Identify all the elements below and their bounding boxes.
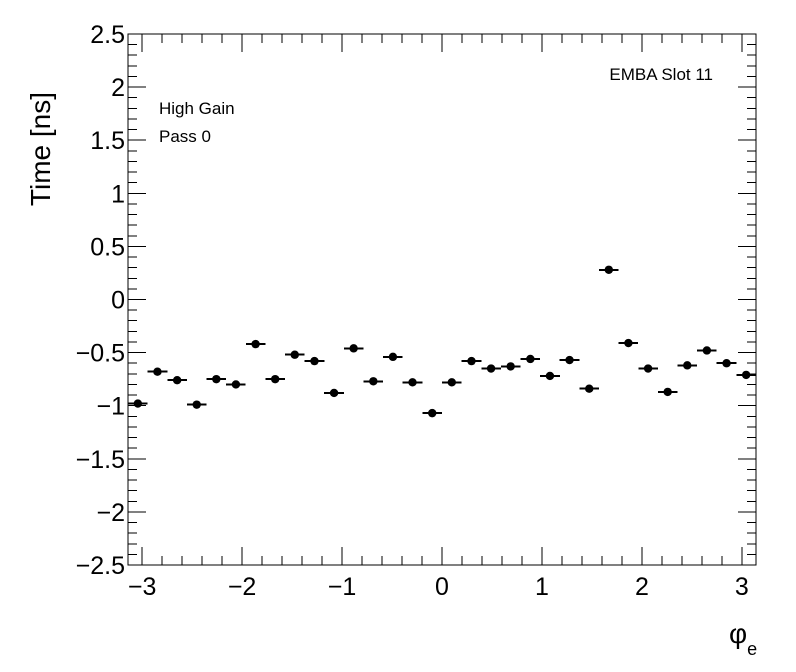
x-tick-label: 2: [635, 573, 649, 601]
data-point: [304, 356, 325, 366]
data-point: [245, 339, 266, 349]
marker: [428, 408, 437, 418]
data-point: [540, 371, 560, 381]
data-point: [657, 387, 678, 397]
y-tick-label: −2.5: [76, 552, 125, 580]
x-tick-label: −3: [128, 573, 157, 601]
data-point: [481, 364, 501, 373]
data-point: [265, 374, 285, 384]
marker: [741, 370, 751, 380]
marker: [270, 374, 280, 384]
y-tick-label: 2.5: [90, 21, 125, 49]
marker: [153, 367, 162, 376]
annotation-slot: EMBA Slot 11: [609, 65, 713, 84]
y-tick-label: 1: [111, 180, 125, 208]
data-point: [402, 378, 423, 387]
marker: [388, 352, 398, 362]
data-point: [363, 377, 384, 386]
marker: [585, 384, 594, 393]
data-point: [599, 265, 619, 274]
marker: [486, 364, 496, 373]
data-point: [206, 374, 227, 384]
x-tick-label: −2: [228, 573, 257, 601]
data-point: [324, 388, 344, 398]
marker: [565, 355, 574, 365]
marker: [506, 362, 515, 371]
data-point: [677, 361, 698, 370]
data-point: [128, 399, 148, 408]
marker: [643, 364, 653, 373]
data-point: [147, 367, 168, 376]
data-point: [343, 344, 364, 353]
marker: [290, 350, 299, 359]
y-tick-label: 0: [111, 287, 125, 315]
data-point: [441, 378, 462, 387]
annotation-pass: Pass 0: [159, 127, 211, 146]
data-point: [716, 359, 737, 368]
data-points: [128, 265, 756, 418]
x-axis-title-symbol: φ: [729, 618, 747, 649]
marker: [722, 359, 731, 368]
marker: [369, 377, 378, 386]
data-point: [461, 356, 482, 366]
y-tick-label: 2: [111, 74, 125, 102]
data-point: [520, 354, 541, 364]
x-tick-label: 0: [435, 573, 449, 601]
data-point: [697, 346, 717, 355]
y-tick-label: 0.5: [90, 233, 125, 261]
data-point: [736, 370, 756, 380]
data-point: [618, 338, 639, 348]
marker: [172, 376, 182, 385]
marker: [192, 400, 201, 409]
data-point: [500, 362, 521, 371]
axis-ticks: [128, 33, 756, 566]
marker: [545, 371, 555, 381]
data-point: [579, 384, 600, 393]
data-point: [422, 408, 443, 418]
y-tick-label: 1.5: [90, 127, 125, 155]
marker: [408, 378, 417, 387]
marker: [624, 338, 633, 348]
y-axis-title: Time [ns]: [25, 92, 56, 206]
x-tick-label: 3: [735, 573, 749, 601]
data-point: [638, 364, 658, 373]
marker: [663, 387, 672, 397]
data-point: [186, 400, 207, 409]
data-point: [559, 355, 580, 365]
x-axis-title: φe: [729, 618, 757, 659]
data-point: [167, 376, 187, 385]
marker: [329, 388, 339, 398]
y-tick-label: −1.5: [76, 446, 125, 474]
marker: [604, 265, 614, 274]
marker: [683, 361, 692, 370]
axis-tick-labels: −2.5 −2 −1.5 −1 −0.5 0 0.5 1 1.5 2 2.5 −3 −2 −1 0 1 2 3: [76, 21, 749, 601]
y-tick-label: −2: [96, 499, 125, 527]
x-axis-title-subscript: e: [747, 639, 757, 659]
marker: [447, 378, 456, 387]
annotation-high-gain: High Gain: [159, 99, 235, 118]
data-point: [383, 352, 403, 362]
marker: [526, 354, 535, 364]
x-tick-label: −1: [328, 573, 357, 601]
data-point: [284, 350, 305, 359]
marker: [133, 399, 143, 408]
x-tick-label: 1: [535, 573, 549, 601]
marker: [467, 356, 476, 366]
y-tick-label: −0.5: [76, 340, 125, 368]
data-point: [226, 380, 246, 389]
marker: [702, 346, 712, 355]
marker: [231, 380, 241, 389]
y-tick-label: −1: [96, 393, 125, 421]
marker: [251, 339, 260, 349]
marker: [349, 344, 358, 353]
marker: [310, 356, 319, 366]
marker: [212, 374, 221, 384]
